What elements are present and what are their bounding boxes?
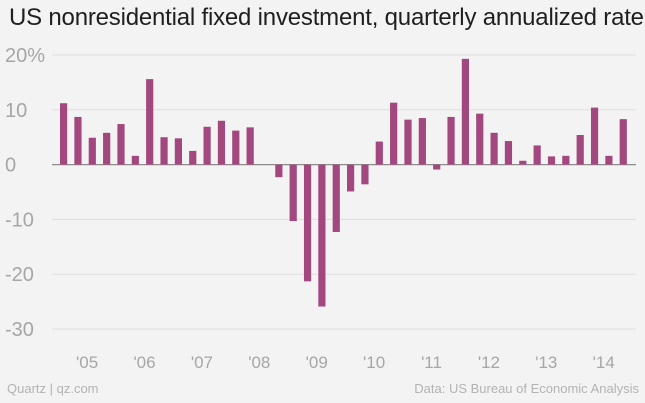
bar-2014Q1: [576, 135, 584, 165]
bar-2005Q1: [60, 103, 68, 165]
x-tick-label: '06: [133, 353, 155, 372]
x-tick-label: '14: [593, 353, 615, 372]
bar-2010Q3: [375, 141, 383, 165]
bar-2011Q1: [404, 119, 412, 165]
bar-2007Q4: [217, 120, 226, 165]
bar-2005Q3: [88, 137, 96, 165]
x-tick-label: '12: [478, 353, 500, 372]
bar-2014Q3: [605, 155, 613, 165]
bar-2007Q2: [189, 150, 197, 165]
y-tick-label: -10: [5, 209, 34, 231]
y-tick-label: 10: [5, 100, 27, 122]
bar-2006Q3: [146, 79, 154, 165]
bar-2012Q3: [490, 132, 498, 165]
bar-2012Q4: [504, 141, 513, 165]
bar-2009Q2: [303, 164, 312, 282]
bar-2007Q3: [203, 126, 211, 165]
y-tick-label: -30: [5, 319, 34, 341]
bar-2006Q4: [160, 137, 168, 165]
bar-2010Q4: [390, 102, 398, 165]
bar-2010Q2: [361, 164, 369, 185]
bar-2009Q1: [289, 164, 297, 222]
bar-2006Q2: [131, 155, 139, 165]
grid-lines: [52, 54, 636, 330]
bar-2014Q4: [619, 119, 627, 165]
bar-2011Q4: [447, 116, 455, 165]
bar-2012Q2: [476, 113, 484, 165]
bar-2006Q1: [117, 124, 125, 165]
bar-2007Q1: [174, 138, 182, 165]
bar-2012Q1: [461, 58, 469, 165]
footer-source-right: Data: US Bureau of Economic Analysis: [414, 381, 639, 396]
x-tick-label: '10: [363, 353, 385, 372]
y-tick-label: -20: [5, 264, 34, 286]
bar-2013Q2: [533, 145, 541, 165]
bar-2005Q2: [74, 116, 82, 165]
bar-2009Q4: [332, 164, 340, 232]
footer-source-left: Quartz | qz.com: [7, 381, 99, 396]
bar-series: [60, 58, 627, 307]
bar-2013Q4: [562, 155, 570, 165]
y-tick-label: 0: [5, 155, 16, 177]
x-tick-label: '07: [191, 353, 213, 372]
x-tick-label: '13: [535, 353, 557, 372]
bar-2009Q3: [318, 164, 326, 307]
bar-2013Q1: [519, 160, 527, 165]
y-tick-label: 20%: [5, 45, 45, 67]
bar-2008Q4: [275, 164, 283, 178]
bar-2005Q4: [103, 132, 111, 165]
axes: 20% 10 0 -10 -20 -30 '05 '06 '07 '08 '09 '10 '11 '12 '…: [5, 45, 615, 372]
bar-2008Q2: [246, 127, 254, 165]
x-tick-label: '05: [76, 353, 98, 372]
x-tick-label: '09: [306, 353, 328, 372]
bar-2013Q3: [547, 156, 556, 165]
bar-2008Q1: [232, 130, 240, 165]
x-tick-label: '11: [421, 353, 442, 372]
bar-2011Q3: [433, 164, 441, 170]
x-tick-label: '08: [248, 353, 270, 372]
bar-2010Q1: [347, 164, 355, 192]
bar-2014Q2: [590, 107, 599, 165]
chart-title: US nonresidential fixed investment, quar…: [9, 4, 644, 31]
bar-2011Q2: [418, 118, 426, 165]
